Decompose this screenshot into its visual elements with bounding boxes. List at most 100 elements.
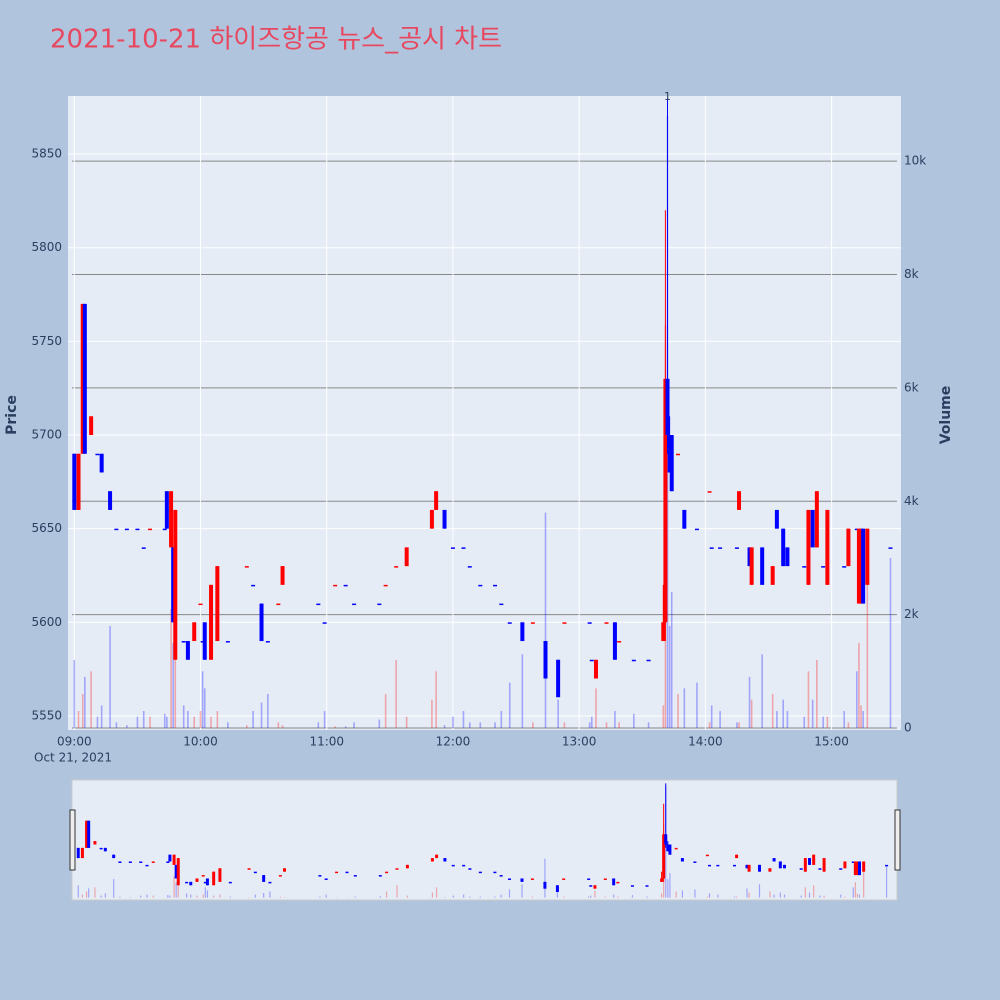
volume-bar (146, 894, 148, 898)
volume-bar (196, 895, 198, 898)
candle-body (783, 864, 786, 869)
y-tick-label: 5650 (31, 521, 62, 535)
volume-bar (633, 713, 635, 729)
volume-bar (140, 895, 142, 898)
volume-bar (595, 688, 597, 729)
candle-body (135, 528, 140, 531)
volume-bar (444, 897, 446, 898)
candle-body (747, 864, 751, 872)
candle-body (80, 847, 84, 859)
candle-body (99, 453, 104, 473)
volume-bar (708, 893, 711, 898)
volume-bar (856, 671, 858, 729)
candle-body (139, 861, 143, 863)
volume-bar (177, 885, 179, 898)
candle-body (87, 820, 91, 848)
candle-body (507, 622, 512, 624)
candle-body (888, 547, 893, 549)
volume-bar (782, 699, 785, 729)
volume-bar (283, 897, 286, 898)
volume-bar (175, 882, 177, 898)
candle-body (345, 871, 349, 874)
volume-bar (521, 884, 523, 898)
candle-body (114, 528, 119, 531)
candle-body (842, 566, 847, 568)
candle-body (395, 868, 399, 870)
candle-body (72, 453, 77, 510)
slider-handle[interactable] (894, 809, 901, 871)
volume-bar (277, 722, 280, 729)
candle-body (322, 622, 327, 624)
candle-body (604, 622, 609, 624)
volume-bar (113, 879, 115, 898)
candle-body (278, 875, 282, 877)
candle-body (861, 528, 866, 604)
volume-bar (435, 671, 437, 729)
y-tick-label: 5800 (31, 240, 62, 254)
volume-bar (201, 671, 204, 729)
volume-bar (858, 894, 861, 898)
y-tick-label: 5750 (31, 334, 62, 348)
candle-body (333, 584, 338, 587)
volume-bar (605, 722, 608, 729)
volume-bar (73, 659, 76, 729)
range-slider[interactable] (71, 779, 898, 901)
volume-bar (889, 557, 892, 729)
y-tick-label: 5850 (31, 147, 62, 161)
candle-body (353, 875, 357, 877)
volume-bar (395, 659, 397, 729)
candle-body (112, 854, 116, 859)
volume-bar (84, 677, 86, 729)
candle-body (858, 861, 861, 876)
candle-body (164, 491, 169, 529)
volume-bar (353, 722, 355, 729)
candle-body (318, 875, 322, 877)
candle-body (855, 861, 859, 876)
volume-bar (706, 896, 709, 898)
volume-bar (594, 890, 596, 898)
volume-bar (344, 726, 347, 729)
candle-body (148, 528, 153, 531)
x-tick-label: 10:00 (183, 735, 218, 749)
x-tick-label: 09:00 (57, 735, 92, 749)
y-tick-label: 5600 (31, 615, 62, 629)
volume-bar (216, 711, 219, 729)
volume-bar (854, 882, 856, 898)
candle-body (674, 847, 678, 850)
candle-body (612, 622, 617, 660)
volume-bar (248, 897, 250, 898)
candle-body (593, 659, 598, 679)
candle-body (508, 878, 511, 880)
candle-body (468, 868, 472, 870)
candle-body (276, 603, 281, 606)
candle-body (450, 547, 455, 549)
candle-body (646, 659, 651, 662)
candle-body (745, 864, 749, 869)
volume-bar (708, 722, 711, 729)
candle-body (89, 416, 94, 436)
candle-body (166, 861, 170, 863)
volume-bar (813, 885, 815, 898)
volume-bar (469, 896, 471, 898)
candle-body (478, 871, 482, 874)
volume-bar (556, 892, 559, 898)
volume-bar (187, 711, 189, 729)
volume-bar (613, 894, 615, 898)
volume-bar (204, 887, 206, 898)
volume-bar (136, 716, 139, 729)
candle-body (385, 871, 389, 874)
volume-bar (199, 711, 202, 729)
candle-body (806, 509, 811, 585)
volume-bar (667, 879, 669, 898)
candle-body (856, 528, 861, 604)
candle-body (770, 566, 775, 585)
candle-body (99, 847, 103, 850)
volume-bar (807, 671, 810, 729)
volume-bar (563, 896, 565, 898)
y2-axis-title: Volume (938, 386, 954, 445)
slider-handle[interactable] (69, 809, 76, 871)
candle-body (169, 491, 174, 548)
volume-bar (203, 688, 206, 729)
candle-body (283, 868, 286, 872)
candle-body (705, 854, 709, 857)
